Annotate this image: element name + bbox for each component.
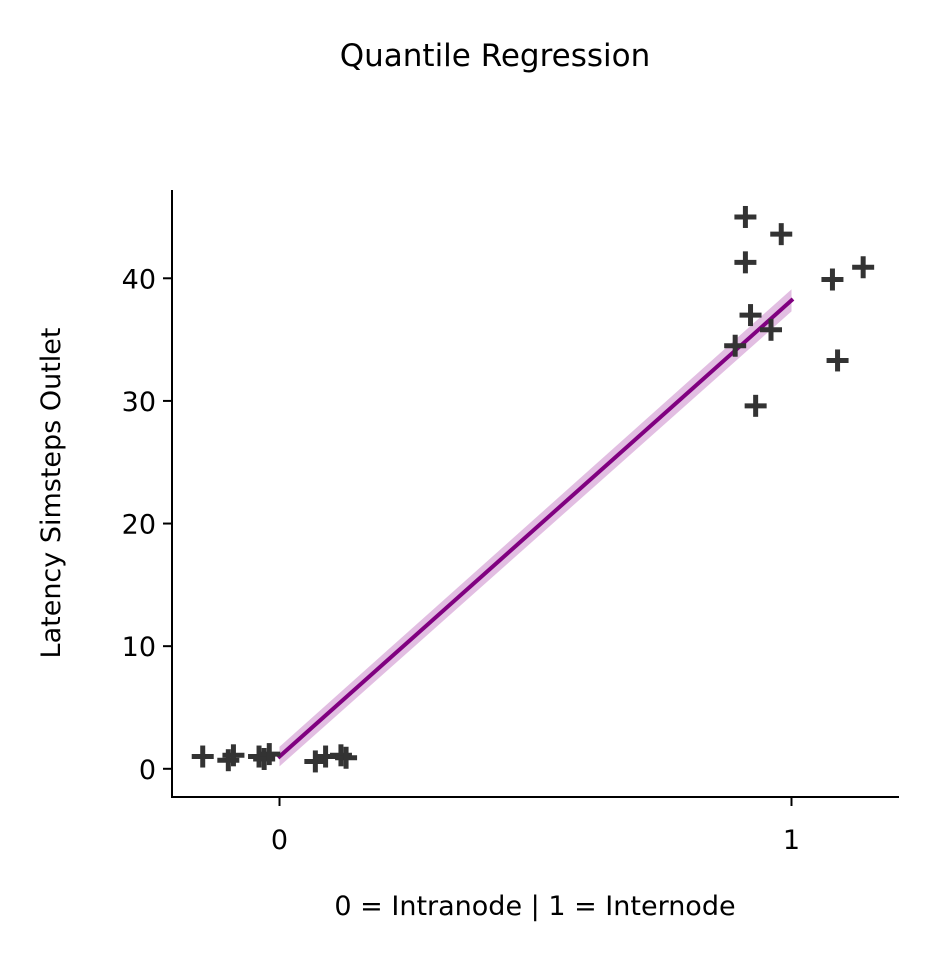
x-tick-label: 1 — [783, 825, 800, 856]
data-point — [826, 349, 849, 372]
data-point — [821, 268, 844, 291]
x-tick-label: 0 — [271, 825, 288, 856]
data-point — [744, 394, 767, 417]
y-ticks: 0 10 20 30 40 — [122, 264, 172, 786]
data-point — [760, 318, 783, 341]
x-axis-label: 0 = Intranode | 1 = Internode — [334, 891, 735, 922]
y-axis-label: Latency Simsteps Outlet — [36, 328, 67, 659]
data-point — [222, 744, 245, 767]
y-tick-label: 40 — [122, 264, 156, 295]
data-point — [191, 745, 214, 768]
fit-line-layer — [276, 297, 795, 760]
y-tick-label: 20 — [122, 510, 156, 541]
y-tick-label: 10 — [122, 632, 156, 663]
regression-fit-line — [276, 297, 795, 760]
data-point — [770, 223, 793, 246]
data-point — [739, 304, 762, 327]
y-tick-label: 0 — [139, 755, 156, 786]
points-layer — [191, 205, 875, 773]
axes — [171, 190, 899, 798]
y-tick-label: 30 — [122, 387, 156, 418]
data-point — [304, 750, 327, 773]
data-point — [734, 251, 757, 274]
data-point — [724, 334, 747, 357]
data-point — [734, 205, 757, 228]
data-point — [335, 746, 358, 769]
data-point — [253, 747, 276, 770]
data-point — [852, 256, 875, 279]
data-point — [258, 743, 281, 766]
chart-title: Quantile Regression — [340, 38, 651, 74]
data-point — [217, 749, 240, 772]
